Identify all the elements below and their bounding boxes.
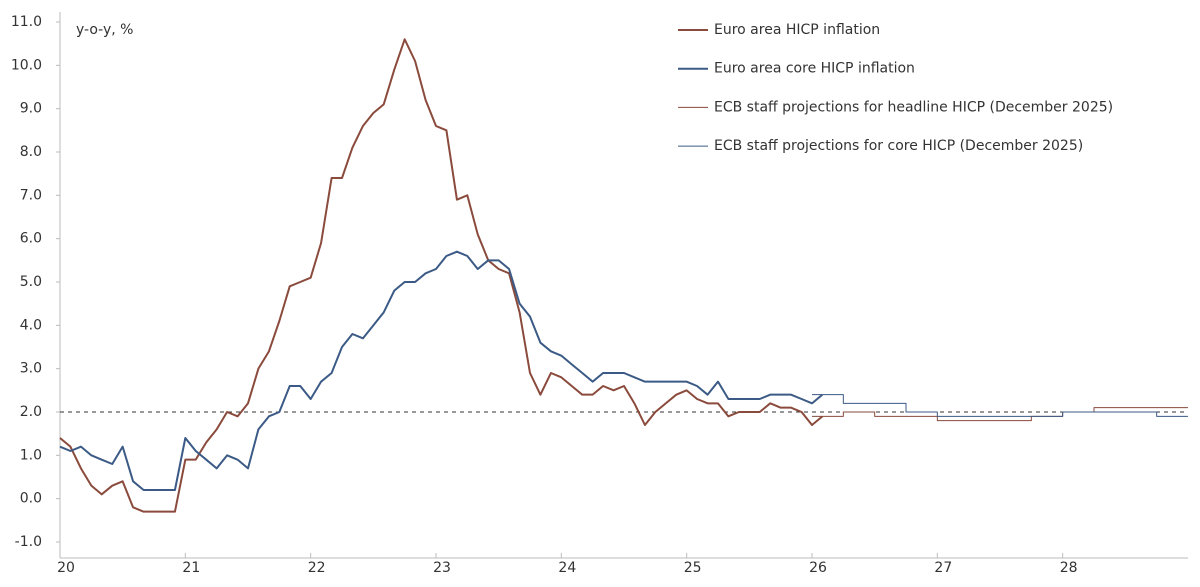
y-tick-label: 5.0: [20, 274, 42, 290]
x-tick-label: 21: [182, 560, 200, 576]
x-tick-label: 27: [934, 560, 952, 576]
series-line: [59, 38, 824, 513]
legend-label: Euro area HICP inflation: [714, 22, 880, 38]
y-tick-label: 4.0: [20, 317, 42, 333]
y-tick-label: 11.0: [11, 14, 42, 30]
legend-label: Euro area core HICP inflation: [714, 61, 915, 77]
series-line: [812, 394, 1188, 417]
y-tick-label: 3.0: [20, 361, 42, 377]
x-tick-label: 28: [1060, 560, 1078, 576]
x-tick-label: 22: [308, 560, 326, 576]
legend-label: ECB staff projections for headline HICP …: [714, 99, 1113, 115]
x-tick-label: 26: [809, 560, 827, 576]
y-tick-label: 2.0: [20, 404, 42, 420]
x-tick-label: 25: [684, 560, 702, 576]
x-tick-label: 20: [57, 560, 75, 576]
y-tick-label: 9.0: [20, 101, 42, 117]
x-tick-label: 23: [433, 560, 451, 576]
y-axis-label: y-o-y, %: [76, 22, 133, 38]
legend-label: ECB staff projections for core HICP (Dec…: [714, 138, 1083, 154]
y-tick-label: 1.0: [20, 447, 42, 463]
y-tick-label: 8.0: [20, 144, 42, 160]
y-tick-label: 0.0: [20, 491, 42, 507]
y-tick-label: -1.0: [15, 534, 42, 550]
series-line: [812, 407, 1188, 422]
series-line: [59, 250, 824, 491]
y-tick-label: 7.0: [20, 187, 42, 203]
y-tick-label: 10.0: [11, 57, 42, 73]
x-tick-label: 24: [558, 560, 576, 576]
y-tick-label: 6.0: [20, 231, 42, 247]
